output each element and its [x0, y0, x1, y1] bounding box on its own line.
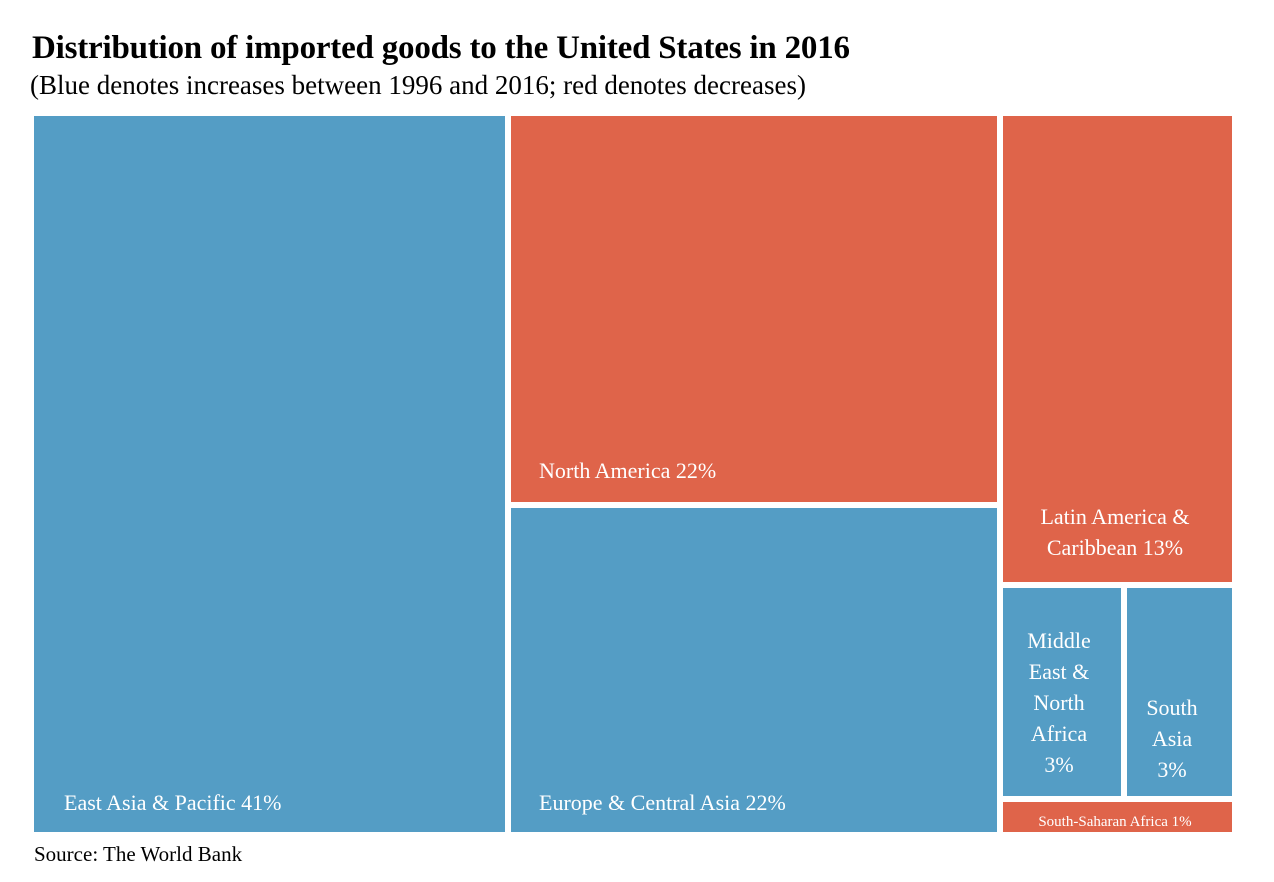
tile-label-line: 3%	[1044, 752, 1073, 777]
tile-label-south-saharan-africa: South-Saharan Africa 1%	[1038, 814, 1191, 830]
tile-label-line: South	[1146, 695, 1197, 720]
tile-rect-north-america	[511, 116, 997, 502]
tile-label-line: North	[1033, 690, 1084, 715]
source-note: Source: The World Bank	[34, 842, 243, 866]
tile-label-line: Asia	[1152, 726, 1193, 751]
tile-label-south-asia: South Asia 3%	[1146, 695, 1197, 782]
tile-rect-south-saharan-africa	[1003, 802, 1232, 832]
tile-label-latin-america-and-caribbean: Latin America & Caribbean 13%	[1040, 504, 1189, 560]
tile-label-line: Africa	[1031, 721, 1087, 746]
tile-south-asia: South Asia 3%	[1127, 588, 1232, 796]
tile-label-middle-east-and-north-africa: Middle East & North Africa 3%	[1027, 628, 1091, 777]
tile-label-line: Middle	[1027, 628, 1091, 653]
tile-europe-and-central-asia: Europe & Central Asia 22%	[511, 508, 997, 832]
tile-rect-south-asia	[1127, 588, 1232, 796]
tile-label-line: Caribbean 13%	[1047, 535, 1183, 560]
tile-south-saharan-africa: South-Saharan Africa 1%	[1003, 802, 1232, 832]
tile-rect-middle-east-and-north-africa	[1003, 588, 1121, 796]
tile-rect-east-asia-and-pacific	[34, 116, 505, 832]
tile-rect-europe-and-central-asia	[511, 508, 997, 832]
tile-label-east-asia-and-pacific: East Asia & Pacific 41%	[64, 790, 282, 815]
tile-middle-east-and-north-africa: Middle East & North Africa 3%	[1003, 588, 1121, 796]
tile-label-line: Latin America &	[1040, 504, 1189, 529]
tile-north-america: North America 22%	[511, 116, 997, 502]
tile-label-line: East &	[1029, 659, 1090, 684]
tile-rect-latin-america-and-caribbean	[1003, 116, 1232, 582]
chart-subtitle: (Blue denotes increases between 1996 and…	[30, 70, 806, 100]
tile-east-asia-and-pacific: East Asia & Pacific 41%	[34, 116, 505, 832]
tile-label-line: 3%	[1157, 757, 1186, 782]
chart-title: Distribution of imported goods to the Un…	[32, 30, 850, 66]
tile-label-north-america: North America 22%	[539, 458, 716, 483]
tile-label-europe-and-central-asia: Europe & Central Asia 22%	[539, 790, 786, 815]
tile-latin-america-and-caribbean: Latin America & Caribbean 13%	[1003, 116, 1232, 582]
